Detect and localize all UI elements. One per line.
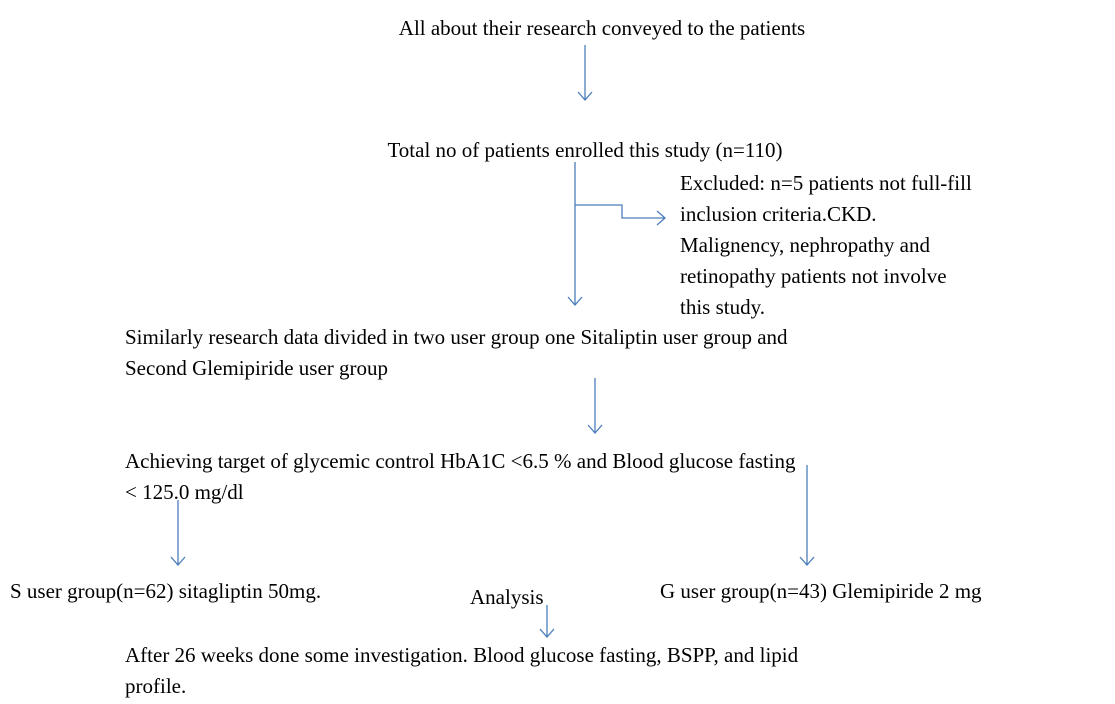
node-text: G user group(n=43) Glemipiride 2 mg <box>660 579 982 603</box>
node-text: < 125.0 mg/dl <box>125 480 244 504</box>
node-text: All about their research conveyed to the… <box>399 16 805 40</box>
node-text: Malignency, nephropathy and <box>680 233 930 257</box>
node-text: Similarly research data divided in two u… <box>125 325 788 349</box>
node-text: Achieving target of glycemic control HbA… <box>125 449 796 473</box>
arrow <box>799 465 815 566</box>
node-text: profile. <box>125 674 186 698</box>
arrow <box>539 605 555 638</box>
arrow <box>170 500 186 566</box>
node-text: S user group(n=62) sitagliptin 50mg. <box>10 579 321 603</box>
connectors <box>170 45 815 638</box>
node-text: Second Glemipiride user group <box>125 356 388 380</box>
node-text: retinopathy patients not involve <box>680 264 947 288</box>
node-text: Total no of patients enrolled this study… <box>387 138 782 162</box>
arrow <box>587 378 603 434</box>
node-text: Excluded: n=5 patients not full-fill <box>680 171 972 195</box>
node-text: this study. <box>680 295 765 319</box>
arrow <box>567 162 583 306</box>
labels: All about their research conveyed to the… <box>10 16 982 698</box>
arrow <box>575 204 666 226</box>
node-text: After 26 weeks done some investigation. … <box>125 643 799 667</box>
node-text: inclusion criteria.CKD. <box>680 202 877 226</box>
arrow <box>577 45 593 101</box>
node-text: Analysis <box>470 585 544 609</box>
